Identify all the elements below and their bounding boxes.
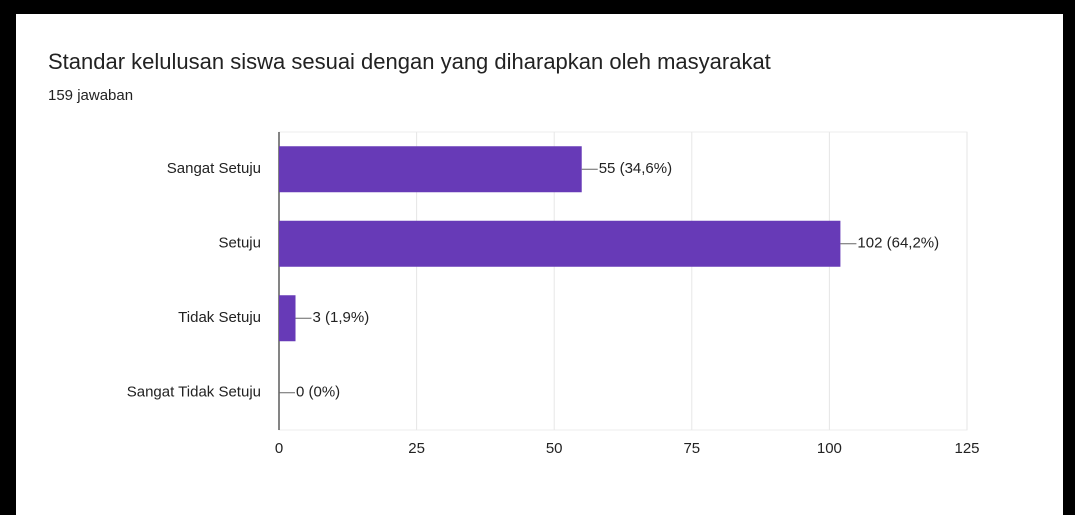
y-tick-label: Sangat Setuju [167, 160, 261, 177]
data-label: 102 (64,2%) [857, 235, 939, 252]
x-tick-label: 25 [408, 440, 425, 457]
y-tick-label: Tidak Setuju [178, 309, 261, 326]
chart-subtitle: 159 jawaban [48, 87, 133, 104]
bar [279, 146, 582, 193]
x-tick-label: 75 [683, 440, 700, 457]
data-label: 55 (34,6%) [599, 160, 672, 177]
x-tick-label: 50 [546, 440, 563, 457]
y-tick-label: Setuju [218, 235, 261, 252]
chart-title: Standar kelulusan siswa sesuai dengan ya… [48, 49, 771, 74]
bar [279, 220, 841, 267]
x-tick-label: 0 [275, 440, 283, 457]
data-label: 3 (1,9%) [313, 309, 370, 326]
x-tick-label: 125 [954, 440, 979, 457]
bar [279, 295, 296, 342]
y-tick-label: Sangat Tidak Setuju [127, 384, 261, 401]
x-tick-label: 100 [817, 440, 842, 457]
data-label: 0 (0%) [296, 384, 340, 401]
